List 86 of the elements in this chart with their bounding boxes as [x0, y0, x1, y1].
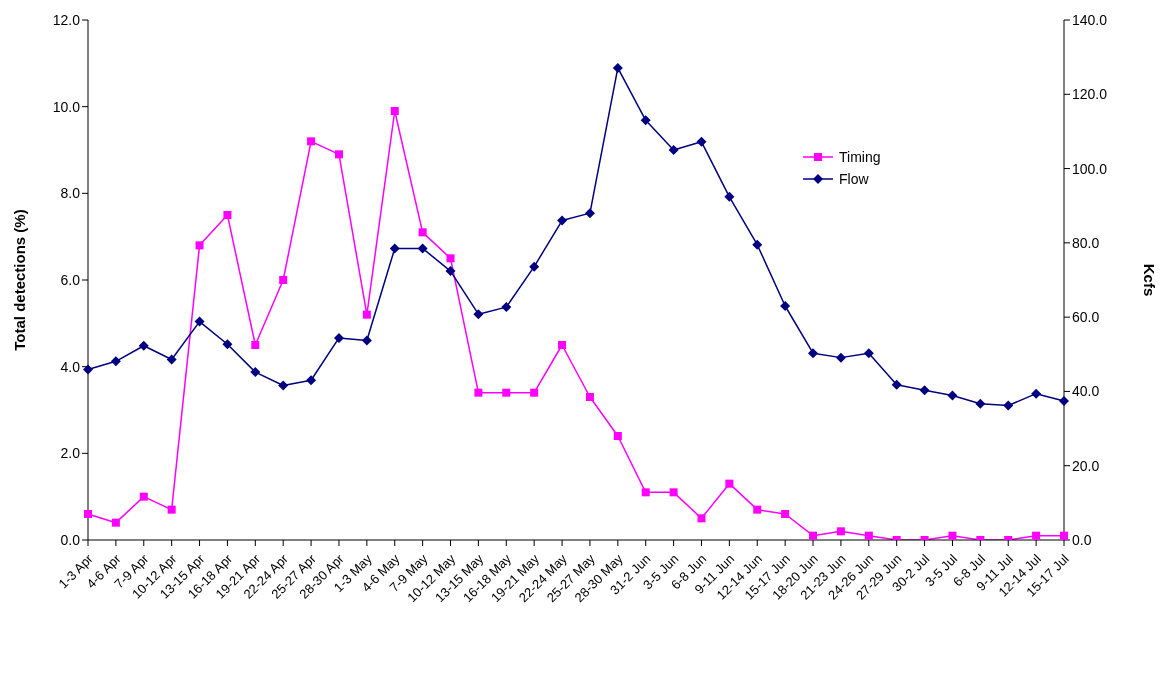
point: [501, 302, 512, 313]
point: [1032, 531, 1041, 540]
point: [138, 340, 149, 351]
point: [780, 301, 791, 311]
point: [250, 367, 261, 378]
point: [641, 488, 650, 497]
y-tick-label: 8.0: [60, 185, 81, 202]
y2-tick-label: 40.0: [1072, 383, 1100, 400]
point: [307, 137, 316, 146]
point: [835, 352, 846, 363]
y2-tick-label: 100.0: [1072, 160, 1108, 177]
point: [1003, 400, 1014, 411]
point: [139, 492, 148, 501]
point: [474, 388, 483, 397]
point: [362, 310, 371, 319]
point: [110, 356, 121, 367]
legend-label: Timing: [839, 149, 881, 165]
point: [753, 505, 762, 514]
point: [696, 136, 707, 147]
point: [1059, 396, 1069, 407]
point: [166, 354, 177, 365]
point: [752, 239, 763, 250]
legend-label: Flow: [839, 171, 869, 187]
point: [781, 510, 790, 518]
point: [947, 390, 958, 401]
point: [948, 531, 957, 540]
point: [836, 527, 845, 536]
y2-tick-label: 120.0: [1072, 86, 1108, 103]
point: [195, 241, 204, 250]
y-tick-label: 10.0: [52, 98, 81, 115]
point: [333, 332, 344, 343]
point: [640, 115, 651, 126]
point: [446, 254, 455, 263]
point: [584, 208, 595, 219]
point: [502, 388, 511, 397]
y-tick-label: 4.0: [60, 358, 81, 375]
point: [669, 488, 678, 497]
point: [83, 364, 93, 375]
y2-tick-label: 80.0: [1072, 234, 1100, 251]
y-tick-label: 2.0: [60, 445, 81, 462]
point: [389, 243, 400, 254]
point: [668, 145, 679, 155]
point: [613, 432, 622, 440]
y2-axis-title: Kcfs: [1140, 263, 1158, 297]
point: [445, 266, 456, 277]
point: [529, 261, 540, 272]
point: [111, 518, 120, 527]
point: [809, 531, 818, 540]
point: [222, 339, 233, 350]
point: [724, 191, 735, 202]
point: [808, 348, 819, 359]
point: [697, 514, 706, 523]
y2-tick-label: 0.0: [1072, 531, 1092, 548]
y2-tick-label: 20.0: [1072, 457, 1100, 474]
point: [390, 107, 399, 115]
point: [306, 375, 317, 386]
y2-tick-label: 60.0: [1072, 309, 1100, 326]
point: [863, 348, 874, 359]
y-axis-title: Total detections (%): [11, 209, 29, 351]
point: [557, 215, 568, 226]
point: [251, 341, 260, 349]
point: [1031, 388, 1042, 399]
point: [418, 228, 427, 237]
point: [585, 393, 594, 401]
point: [919, 385, 930, 396]
point: [223, 211, 232, 219]
point: [279, 276, 288, 284]
point: [975, 398, 986, 409]
point: [167, 505, 176, 514]
y2-tick-label: 140.0: [1072, 11, 1108, 28]
point: [891, 379, 902, 390]
point: [612, 62, 623, 73]
point: [864, 531, 873, 540]
point: [558, 341, 567, 349]
point: [194, 316, 205, 327]
point: [725, 479, 734, 488]
point: [530, 388, 539, 397]
point: [361, 335, 372, 346]
point: [473, 309, 484, 320]
point: [334, 150, 343, 159]
y-tick-label: 12.0: [52, 11, 81, 28]
y-tick-label: 6.0: [60, 271, 81, 288]
point: [278, 380, 289, 391]
point: [84, 510, 92, 518]
y-tick-label: 0.0: [60, 531, 81, 548]
point: [417, 243, 428, 254]
